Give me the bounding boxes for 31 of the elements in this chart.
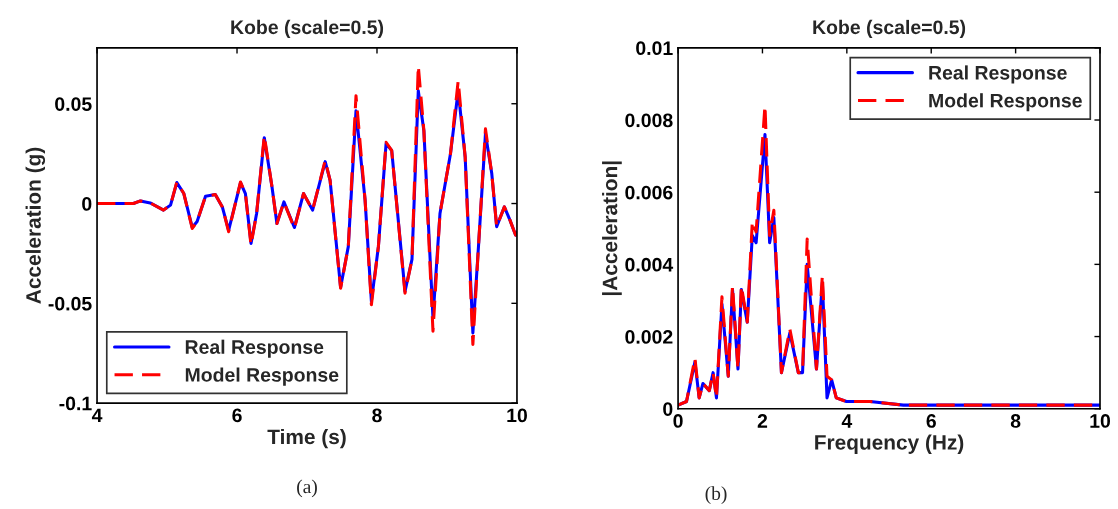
chart-title: Kobe (scale=0.5) [813, 19, 966, 38]
legend-label: Model Response [929, 93, 1082, 112]
y-tick-label: -0.1 [59, 396, 92, 411]
y-tick-label: 0.004 [625, 257, 674, 272]
y-tick-label: 0 [82, 197, 92, 211]
y-tick-label: 0.006 [625, 185, 673, 200]
x-axis-title: Frequency (Hz) [815, 434, 964, 454]
chart-title: Kobe (scale=0.5) [231, 19, 384, 38]
x-tick-label: 10 [1090, 414, 1111, 428]
y-tick-label: -0.05 [48, 296, 92, 311]
x-tick-label: 0 [673, 414, 683, 428]
x-tick-label: 6 [926, 414, 936, 428]
text: (b) [705, 486, 727, 504]
x-tick-label: 2 [757, 414, 768, 428]
y-tick-label: 0.05 [55, 97, 92, 111]
x-tick-label: 8 [1010, 414, 1021, 428]
y-tick-label: 0.002 [625, 330, 673, 344]
y-tick-label: 0.01 [636, 41, 673, 56]
legend-label: Real Response [185, 339, 324, 358]
legend-label: Real Response [929, 65, 1067, 84]
text: (a) [297, 479, 317, 498]
y-axis-title: Acceleration (g) [25, 147, 46, 304]
x-tick-label: 8 [372, 408, 382, 423]
x-tick-label: 4 [91, 408, 103, 423]
y-tick-label: 0.008 [625, 113, 673, 128]
x-tick-label: 10 [507, 408, 527, 423]
y-axis-title: |Acceleration| [602, 161, 622, 296]
x-tick-label: 4 [841, 414, 853, 428]
x-axis-title: Time (s) [267, 428, 346, 449]
legend-label: Model Response [185, 367, 339, 386]
x-tick-label: 6 [232, 408, 242, 423]
